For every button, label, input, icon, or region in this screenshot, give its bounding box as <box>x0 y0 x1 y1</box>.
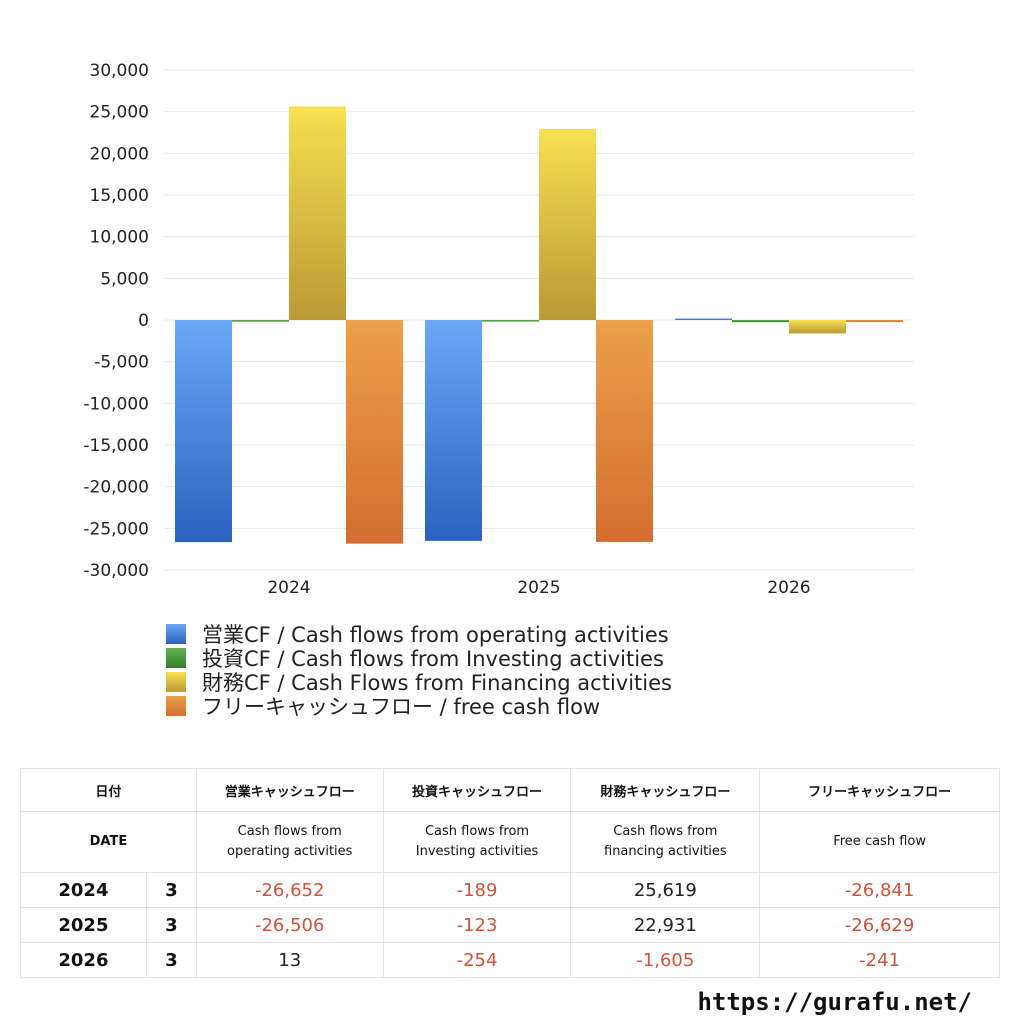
bar-2026-series-2 <box>789 320 846 334</box>
legend-label: 財務CF / Cash Flows from Financing activit… <box>202 671 672 695</box>
y-tick-label: 30,000 <box>90 61 149 81</box>
y-tick-label: 5,000 <box>100 269 149 289</box>
header-financing-jp: 財務キャッシュフロー <box>570 768 761 812</box>
cell-fcf: -26,629 <box>759 907 1000 943</box>
bar-2025-series-1 <box>482 320 539 322</box>
y-tick-label: 20,000 <box>90 144 149 164</box>
y-tick-label: 10,000 <box>90 228 149 248</box>
legend-item-free-cash-flow: フリーキャッシュフロー / free cash flow <box>166 694 672 719</box>
x-tick-label: 2025 <box>517 578 560 598</box>
cell-operating: -26,652 <box>195 872 384 908</box>
legend-label: 投資CF / Cash flows from Investing activit… <box>202 647 664 671</box>
y-tick-label: 0 <box>138 311 149 331</box>
bar-2024-series-3 <box>346 320 403 544</box>
header-investing-jp: 投資キャッシュフロー <box>382 768 572 812</box>
bar-2026-series-3 <box>846 320 903 323</box>
legend-label: 営業CF / Cash flows from operating activit… <box>202 623 669 647</box>
table-row: 2026 3 13 -254 -1,605 -241 <box>20 942 1000 978</box>
row-year: 2024 <box>20 872 147 908</box>
legend-label: フリーキャッシュフロー / free cash flow <box>202 695 601 719</box>
header-financing-en: Cash flows from financing activities <box>570 811 761 873</box>
cell-operating: 13 <box>195 942 384 978</box>
y-tick-label: 25,000 <box>90 103 149 123</box>
x-tick-label: 2026 <box>767 578 810 598</box>
row-month: 3 <box>145 942 197 978</box>
table-row: 2025 3 -26,506 -123 22,931 -26,629 <box>20 907 1000 943</box>
cell-fcf: -26,841 <box>759 872 1000 908</box>
header-date-en: DATE <box>20 811 197 873</box>
y-tick-label: -30,000 <box>83 561 149 581</box>
bar-2025-series-3 <box>596 320 653 542</box>
legend-swatch <box>166 696 186 716</box>
legend-swatch <box>166 624 186 644</box>
y-tick-label: -10,000 <box>83 394 149 414</box>
bar-2024-series-1 <box>232 320 289 322</box>
table-row: 2024 3 -26,652 -189 25,619 -26,841 <box>20 872 1000 908</box>
y-tick-label: -20,000 <box>83 478 149 498</box>
bar-2024-series-2 <box>289 106 346 320</box>
x-tick-label: 2024 <box>267 578 310 598</box>
row-year: 2026 <box>20 942 147 978</box>
bars <box>175 106 903 544</box>
header-fcf-jp: フリーキャッシュフロー <box>759 768 1000 812</box>
y-tick-label: -5,000 <box>94 353 149 373</box>
header-date-jp: 日付 <box>20 768 197 812</box>
row-month: 3 <box>145 907 197 943</box>
cell-fcf: -241 <box>759 942 1000 978</box>
legend-item-financing: 財務CF / Cash Flows from Financing activit… <box>166 670 672 695</box>
row-month: 3 <box>145 872 197 908</box>
header-operating-en: Cash flows from operating activities <box>195 811 384 873</box>
y-tick-label: -15,000 <box>83 436 149 456</box>
legend-swatch <box>166 672 186 692</box>
cell-financing: 25,619 <box>570 872 761 908</box>
legend: 営業CF / Cash flows from operating activit… <box>166 622 672 719</box>
cell-financing: -1,605 <box>570 942 761 978</box>
legend-swatch <box>166 648 186 668</box>
y-tick-label: 15,000 <box>90 186 149 206</box>
cell-investing: -189 <box>382 872 572 908</box>
bar-2025-series-0 <box>425 320 482 541</box>
x-axis: 2024 2025 2026 <box>267 578 810 598</box>
row-year: 2025 <box>20 907 147 943</box>
table-subheader-row: DATE Cash flows from operating activities… <box>20 811 1000 873</box>
cell-investing: -123 <box>382 907 572 943</box>
cell-financing: 22,931 <box>570 907 761 943</box>
y-tick-label: -25,000 <box>83 519 149 539</box>
bar-2026-series-0 <box>675 318 732 320</box>
legend-item-operating: 営業CF / Cash flows from operating activit… <box>166 622 672 647</box>
bar-2026-series-1 <box>732 320 789 323</box>
site-url: https://gurafu.net/ <box>697 988 972 1016</box>
bar-2024-series-0 <box>175 320 232 543</box>
legend-item-investing: 投資CF / Cash flows from Investing activit… <box>166 646 672 671</box>
cash-flow-chart: 30,000 25,000 20,000 15,000 10,000 5,000 0 -5,0… <box>83 61 914 598</box>
cell-operating: -26,506 <box>195 907 384 943</box>
cash-flow-table: 日付 営業キャッシュフロー 投資キャッシュフロー 財務キャッシュフロー フリーキ… <box>20 768 1000 978</box>
header-operating-jp: 営業キャッシュフロー <box>195 768 384 812</box>
table-header-row: 日付 営業キャッシュフロー 投資キャッシュフロー 財務キャッシュフロー フリーキ… <box>20 768 1000 812</box>
bar-2025-series-2 <box>539 128 596 320</box>
header-fcf-en: Free cash flow <box>759 811 1000 873</box>
header-investing-en: Cash flows from Investing activities <box>382 811 572 873</box>
y-axis: 30,000 25,000 20,000 15,000 10,000 5,000 0 -5,0… <box>83 61 149 581</box>
cell-investing: -254 <box>382 942 572 978</box>
